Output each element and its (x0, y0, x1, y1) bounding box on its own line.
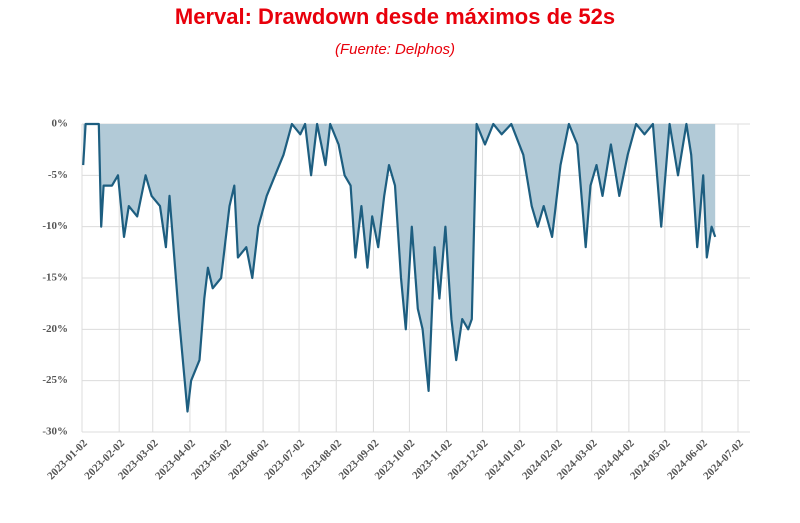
y-tick-label: -15% (42, 272, 68, 284)
y-tick-label: -25% (42, 374, 68, 386)
y-tick-label: 0% (52, 118, 69, 130)
line (82, 122, 717, 413)
y-tick-label: -30% (42, 426, 68, 438)
y-tick-label: -20% (42, 323, 68, 335)
x-tick-label: 2024-07-02 (701, 437, 746, 482)
area (83, 124, 716, 412)
chart-subtitle: (Fuente: Delphos) (335, 41, 455, 58)
y-tick-label: -5% (48, 169, 68, 181)
chart-title: Merval: Drawdown desde máximos de 52s (175, 4, 615, 29)
y-tick-label: -10% (42, 220, 68, 232)
